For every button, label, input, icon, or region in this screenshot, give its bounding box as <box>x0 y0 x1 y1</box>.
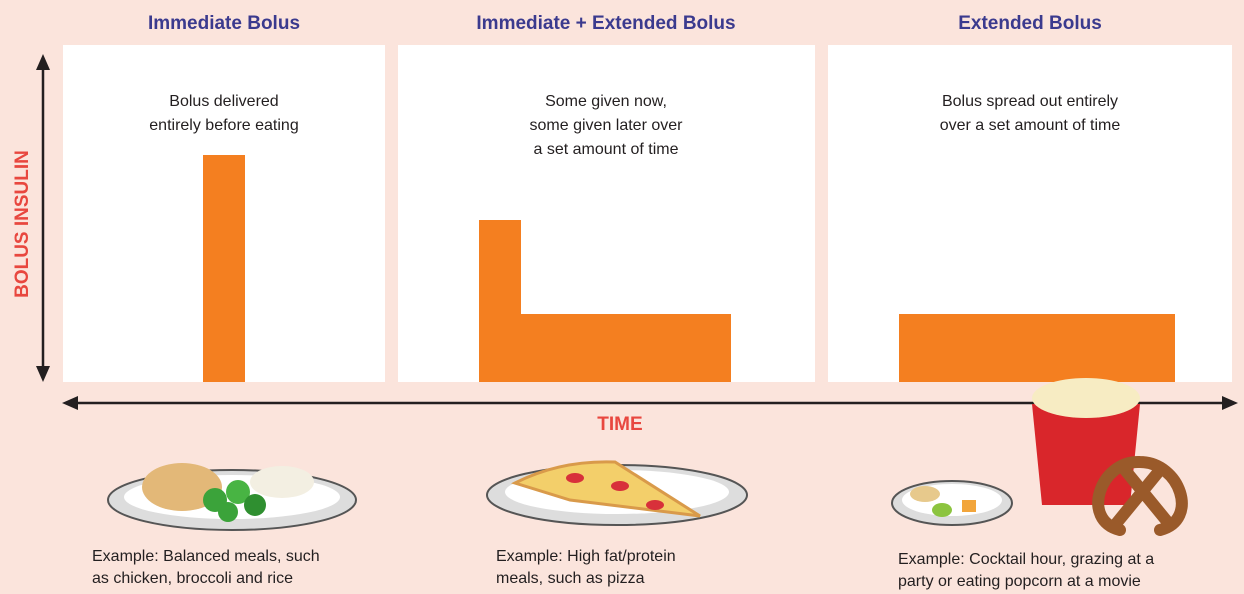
panel-title: Immediate Bolus <box>148 13 300 34</box>
example-caption: as chicken, broccoli and rice <box>92 570 293 587</box>
panel-title: Immediate + Extended Bolus <box>476 13 735 34</box>
bolus-shape <box>899 314 1175 382</box>
y-axis-label: BOLUS INSULIN <box>12 150 33 298</box>
panel-description: over a set amount of time <box>940 117 1121 134</box>
panel-description: Bolus spread out entirely <box>942 93 1118 110</box>
example-caption: Example: Cocktail hour, grazing at a <box>898 551 1154 568</box>
infographic: BOLUS INSULIN TIME Immediate Bolus Immed… <box>0 0 1244 594</box>
panel-description: Bolus delivered <box>169 93 278 110</box>
example-caption: Example: Balanced meals, such <box>92 548 320 565</box>
example-caption: party or eating popcorn at a movie <box>898 573 1141 590</box>
panel-description: some given later over <box>530 117 684 134</box>
panel-title: Extended Bolus <box>958 13 1102 34</box>
panel-description: a set amount of time <box>534 141 679 158</box>
example-caption: Example: High fat/protein <box>496 548 676 565</box>
x-axis-label: TIME <box>597 414 642 435</box>
panel-description: Some given now, <box>545 93 667 110</box>
bolus-shape <box>203 155 245 382</box>
example-caption: meals, such as pizza <box>496 570 645 587</box>
panel-description: entirely before eating <box>149 117 298 134</box>
